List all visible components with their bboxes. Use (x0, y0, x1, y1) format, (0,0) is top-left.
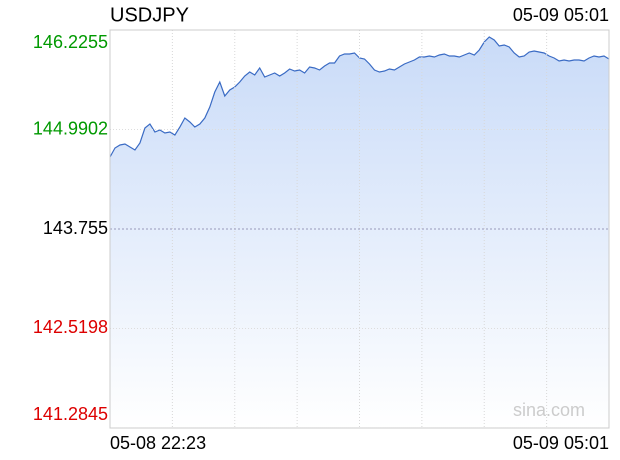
watermark: sina.com (513, 400, 585, 420)
y-tick-label: 144.9902 (33, 118, 108, 138)
x-tick-label: 05-09 05:01 (513, 433, 609, 453)
y-tick-label: 146.2255 (33, 32, 108, 52)
y-tick-label: 141.2845 (33, 404, 108, 424)
y-tick-label: 142.5198 (33, 317, 108, 337)
plot-frame (109, 29, 610, 429)
chart-title: USDJPY (110, 4, 189, 26)
x-tick-label: 05-08 22:23 (110, 433, 206, 453)
time-label: 05-09 05:01 (513, 5, 609, 25)
y-tick-label: 143.755 (43, 218, 108, 238)
